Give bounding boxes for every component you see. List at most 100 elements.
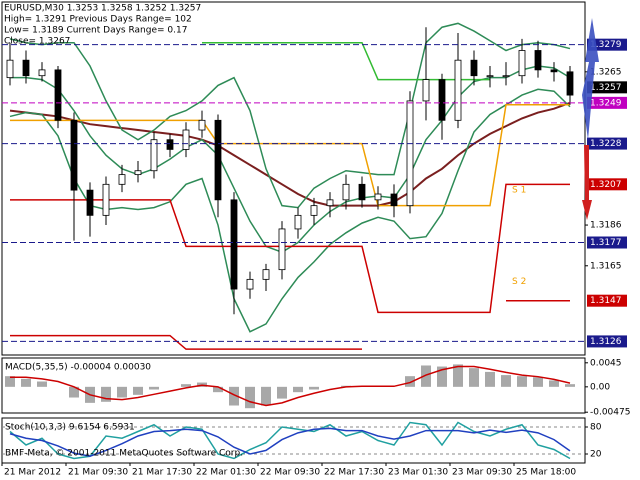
candle-body — [550, 69, 558, 73]
candle-body — [214, 119, 222, 201]
histogram-bar — [245, 386, 255, 409]
up-arrow — [582, 18, 599, 140]
histogram-bar — [549, 380, 559, 387]
candle-body — [310, 205, 318, 216]
histogram-bar — [5, 376, 15, 387]
level-box — [587, 38, 627, 51]
level-label: 1.3147 — [590, 296, 622, 306]
level-label: 1.3207 — [590, 180, 622, 190]
candle-body — [38, 69, 46, 77]
y-tick-label: 80 — [590, 423, 602, 433]
copyright: BMF-Meta, © 2001-2011 MetaQuotes Softwar… — [5, 449, 243, 459]
x-tick-label: 21 Mar 17:30 — [132, 468, 192, 478]
stoch-panel — [1, 417, 586, 464]
indicator-line — [9, 427, 571, 458]
histogram-bar — [405, 376, 415, 387]
histogram-bar — [421, 365, 431, 387]
level-label: 1.3257 — [590, 83, 622, 93]
x-tick-label: 21 Mar 2012 — [4, 468, 61, 478]
candle-body — [166, 139, 174, 150]
candle-body — [278, 228, 286, 271]
y-tick-label: 1.3165 — [590, 261, 622, 271]
candle-body — [230, 199, 238, 290]
candle-body — [518, 50, 526, 77]
info-line: High= 1.3291 Previous Days Range= 102 — [4, 15, 192, 25]
y-tick-label: 1.3186 — [590, 221, 622, 231]
candle-body — [358, 183, 366, 201]
y-tick-label: -0.00475 — [590, 408, 630, 418]
histogram-bar — [501, 375, 511, 387]
histogram-bar — [69, 386, 79, 398]
candle-body — [406, 100, 414, 207]
x-tick-label: 22 Mar 01:30 — [196, 468, 256, 478]
level-box — [587, 335, 627, 348]
histogram-bar — [293, 386, 303, 393]
candle-body — [486, 75, 494, 78]
y-tick-label: 1.3265 — [590, 67, 622, 77]
info-line: Close= 1.3267 — [4, 37, 70, 47]
x-tick-label: 25 Mar 18:00 — [516, 468, 576, 478]
level-label: 1.3279 — [590, 40, 622, 50]
candle-body — [150, 139, 158, 172]
candle-body — [326, 199, 334, 207]
level-box — [587, 178, 627, 191]
histogram-bar — [21, 378, 31, 387]
level-label: 1.3126 — [590, 337, 622, 347]
histogram-bar — [117, 386, 127, 398]
histogram-bar — [533, 377, 543, 387]
level-box — [587, 294, 627, 307]
indicator-line — [9, 101, 571, 207]
candle-body — [566, 71, 574, 96]
histogram-bar — [565, 384, 575, 387]
histogram-bar — [469, 368, 479, 387]
histogram-bar — [37, 381, 47, 387]
annotation: S 2 — [512, 277, 526, 287]
indicator-line — [10, 299, 570, 350]
histogram-bar — [453, 364, 463, 387]
candle-body — [22, 59, 30, 77]
info-line: Low= 1.3189 Current Days Range= 0.17 — [4, 26, 187, 36]
candle-body — [134, 170, 142, 176]
candle-body — [438, 79, 446, 121]
candle-body — [470, 59, 478, 77]
candle-body — [422, 79, 430, 102]
down-arrow — [582, 145, 592, 220]
candle-body — [118, 174, 126, 185]
level-box — [587, 81, 627, 94]
candle-body — [342, 183, 350, 201]
histogram-bar — [229, 386, 239, 406]
x-tick-label: 22 Mar 17:30 — [324, 468, 384, 478]
candle-body — [70, 119, 78, 191]
candle-body — [294, 214, 302, 230]
histogram-bar — [277, 386, 287, 399]
candle-body — [54, 69, 62, 121]
candle-body — [374, 193, 382, 201]
level-box — [587, 236, 627, 249]
candle-body — [198, 119, 206, 131]
candle-body — [6, 59, 14, 79]
indicator-line — [9, 22, 571, 209]
x-tick-label: 22 Mar 09:30 — [260, 468, 320, 478]
candle-body — [534, 50, 542, 71]
histogram-bar — [517, 376, 527, 387]
histogram-bar — [213, 386, 223, 393]
histogram-bar — [133, 386, 143, 395]
candle-body — [502, 75, 510, 78]
level-box — [587, 96, 627, 109]
candle-body — [454, 59, 462, 121]
histogram-bar — [309, 386, 319, 390]
histogram-bar — [181, 384, 191, 387]
y-tick-label: 0.00 — [590, 382, 610, 392]
macd-panel — [1, 357, 586, 414]
candle-body — [182, 129, 190, 150]
x-tick-label: 23 Mar 01:30 — [388, 468, 448, 478]
annotation: S 1 — [512, 186, 526, 196]
y-tick-label: 20 — [590, 450, 602, 460]
level-box — [587, 137, 627, 150]
level-label: 1.3228 — [590, 139, 622, 149]
y-tick-label: 0.0045 — [590, 358, 622, 368]
x-tick-label: 23 Mar 09:30 — [452, 468, 512, 478]
histogram-bar — [485, 371, 495, 387]
candle-body — [246, 278, 254, 290]
